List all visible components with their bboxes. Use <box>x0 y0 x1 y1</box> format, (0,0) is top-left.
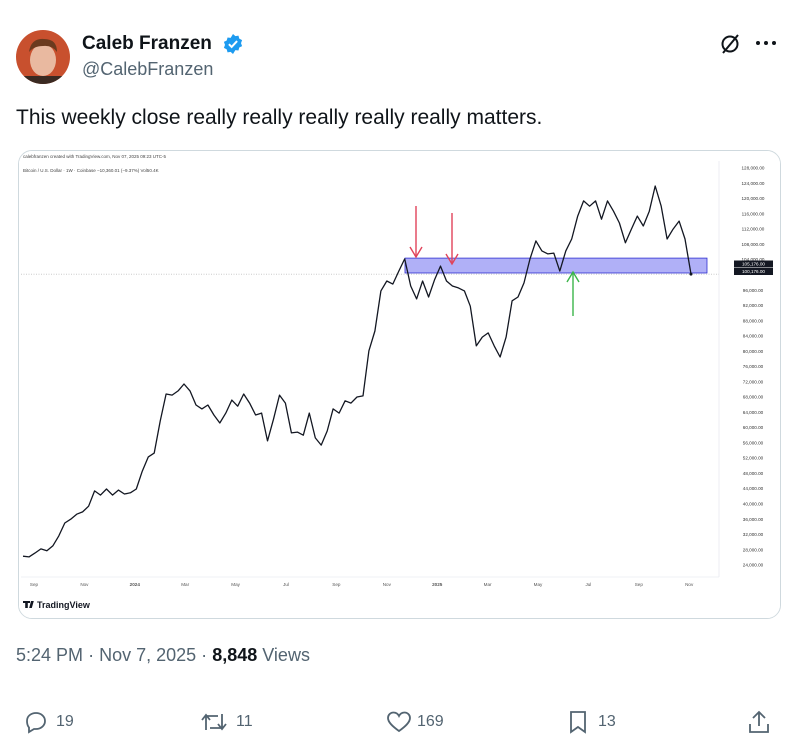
tradingview-logo: TradingView <box>22 600 91 610</box>
y-tick-label: 24,000.00 <box>743 563 764 568</box>
tweet-text: This weekly close really really really r… <box>16 106 543 129</box>
y-tick-label: 32,000.00 <box>743 532 764 537</box>
y-tick-label: 48,000.00 <box>743 471 764 476</box>
x-tick-label: 2025 <box>432 582 443 587</box>
y-tick-label: 116,000.00 <box>742 211 765 216</box>
repost-icon[interactable] <box>200 710 228 734</box>
price-line <box>22 185 692 558</box>
tweet-meta: 5:24 PM · Nov 7, 2025 · 8,848 Views <box>16 645 310 666</box>
separator: · <box>201 645 208 665</box>
y-tick-label: 72,000.00 <box>743 379 764 384</box>
avatar[interactable] <box>16 30 70 84</box>
chart-header: calebfranzen created with TradingView.co… <box>23 154 166 159</box>
x-tick-label: Nov <box>383 582 392 587</box>
y-tick-label: 68,000.00 <box>743 395 764 400</box>
date[interactable]: Nov 7, 2025 <box>99 645 197 665</box>
y-tick-label: 60,000.00 <box>743 425 764 430</box>
views-label: Views <box>262 645 310 665</box>
author-handle[interactable]: @CalebFranzen <box>82 59 214 79</box>
separator: · <box>88 645 95 665</box>
chart-image[interactable]: calebfranzen created with TradingView.co… <box>18 150 781 619</box>
y-tick-label: 92,000.00 <box>743 303 764 308</box>
like-icon[interactable] <box>386 710 412 734</box>
chart-legend: Bitcoin / U.S. Dollar · 1W · Coinbase −1… <box>23 168 159 173</box>
y-tick-label: 88,000.00 <box>743 318 764 323</box>
x-tick-label: Sep <box>30 582 39 587</box>
x-tick-label: Sep <box>635 582 644 587</box>
y-tick-label: 36,000.00 <box>743 517 764 522</box>
x-tick-label: Mar <box>181 582 189 587</box>
x-tick-label: Nov <box>685 582 694 587</box>
reply-icon[interactable] <box>24 710 48 734</box>
y-tick-label: 96,000.00 <box>743 288 764 293</box>
annotation-arrows <box>409 206 580 316</box>
y-tick-label: 56,000.00 <box>743 440 764 445</box>
more-icon[interactable] <box>754 38 778 48</box>
like-count: 169 <box>417 713 444 730</box>
bookmark-count: 13 <box>598 713 616 730</box>
y-tick-label: 80,000.00 <box>743 349 764 354</box>
last-point <box>689 272 693 276</box>
grok-icon[interactable] <box>719 33 741 55</box>
verified-badge <box>223 34 243 54</box>
x-tick-label: Jul <box>585 582 591 587</box>
price-label-box <box>734 268 773 275</box>
price-label-box <box>734 260 773 268</box>
x-tick-label: Jul <box>283 582 289 587</box>
price-label: 105,176.00 <box>742 262 765 267</box>
x-tick-label: May <box>534 582 543 587</box>
bookmark-icon[interactable] <box>567 709 589 735</box>
author-name[interactable]: Caleb Franzen <box>82 33 212 54</box>
y-tick-label: 52,000.00 <box>743 456 764 461</box>
y-tick-label: 28,000.00 <box>743 547 764 552</box>
x-tick-label: Sep <box>332 582 341 587</box>
y-tick-label: 76,000.00 <box>743 364 764 369</box>
y-tick-label: 104,000.00 <box>742 257 765 262</box>
y-tick-label: 124,000.00 <box>742 181 765 186</box>
x-tick-label: 2024 <box>130 582 141 587</box>
y-tick-label: 40,000.00 <box>743 501 764 506</box>
chart: calebfranzen created with TradingView.co… <box>19 151 780 618</box>
y-tick-label: 108,000.00 <box>742 242 765 247</box>
x-tick-label: Mar <box>484 582 492 587</box>
share-icon[interactable] <box>747 709 771 735</box>
view-count: 8,848 <box>212 645 258 665</box>
y-tick-label: 112,000.00 <box>742 227 765 232</box>
brand: TradingView <box>37 600 91 610</box>
y-tick-label: 128,000.00 <box>742 166 765 171</box>
reply-count: 19 <box>56 713 74 730</box>
y-tick-label: 84,000.00 <box>743 334 764 339</box>
time[interactable]: 5:24 PM <box>16 645 84 665</box>
y-tick-label: 44,000.00 <box>743 486 764 491</box>
x-tick-label: Nov <box>80 582 89 587</box>
repost-count: 11 <box>236 713 253 730</box>
x-tick-label: May <box>231 582 240 587</box>
y-tick-label: 64,000.00 <box>743 410 764 415</box>
y-tick-label: 120,000.00 <box>742 196 765 201</box>
price-label: 100,176.00 <box>742 269 765 274</box>
